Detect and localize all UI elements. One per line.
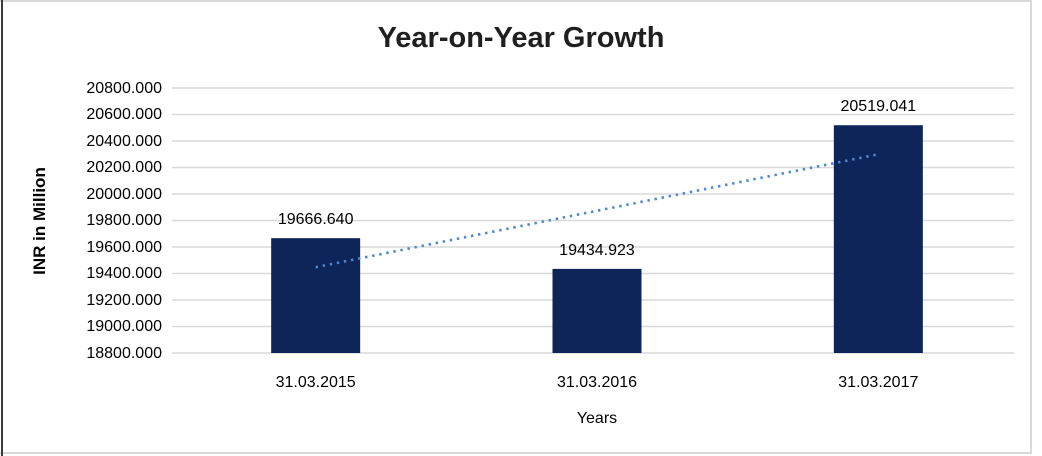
- y-tick-label: 19200.000: [86, 291, 162, 309]
- y-axis-title: INR in Million: [30, 167, 49, 275]
- x-tick-label: 31.03.2017: [838, 374, 919, 391]
- data-label: 19434.923: [559, 241, 635, 259]
- x-tick-label: 31.03.2015: [275, 374, 356, 391]
- y-tick-label: 20600.000: [86, 106, 162, 123]
- y-tick-label: 20800.000: [86, 79, 162, 97]
- chart-border-bottom: [0, 452, 1032, 454]
- chart-border-top: [0, 0, 1032, 2]
- bar-31.03.2015[interactable]: [271, 238, 361, 353]
- window-edge-left: [1, 0, 3, 456]
- y-tick-label: 19600.000: [86, 238, 162, 256]
- chart-title: Year-on-Year Growth: [377, 22, 665, 54]
- x-tick-label: 31.03.2016: [556, 374, 638, 391]
- data-label: 20519.041: [840, 98, 917, 116]
- y-tick-label: 20000.000: [86, 185, 162, 203]
- chart-border-right: [1030, 0, 1032, 454]
- bar-31.03.2017[interactable]: [833, 125, 923, 353]
- y-tick-label: 19000.000: [86, 318, 162, 335]
- y-tick-label: 20200.000: [86, 159, 162, 176]
- y-tick-label: 19800.000: [86, 212, 162, 229]
- bar-31.03.2016[interactable]: [552, 268, 642, 353]
- x-axis-title: Years: [576, 410, 618, 427]
- data-label: 19666.640: [277, 211, 354, 229]
- y-tick-label: 20400.000: [86, 132, 162, 150]
- trendline[interactable]: [315, 153, 879, 269]
- y-tick-label: 19400.000: [86, 265, 162, 282]
- y-tick-label: 18800.000: [86, 344, 162, 362]
